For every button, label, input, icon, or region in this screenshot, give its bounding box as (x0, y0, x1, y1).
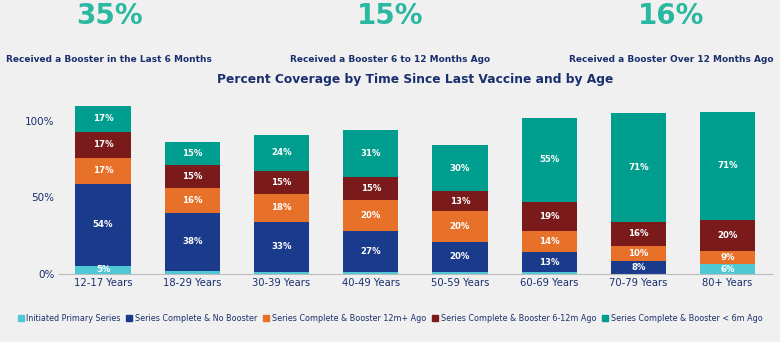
Bar (432, 241, 488, 272)
Text: 16%: 16% (637, 2, 704, 30)
Bar (165, 271, 220, 274)
Text: 71%: 71% (628, 163, 649, 172)
Text: 13%: 13% (450, 197, 470, 206)
Bar (432, 211, 488, 241)
Bar (611, 222, 666, 246)
Bar (611, 261, 666, 274)
Bar (522, 231, 577, 252)
Bar (254, 135, 309, 171)
Text: 5%: 5% (96, 265, 110, 274)
Text: 16%: 16% (182, 196, 203, 205)
Bar (254, 171, 309, 194)
Bar (76, 184, 131, 266)
Text: Received a Booster 6 to 12 Months Ago: Received a Booster 6 to 12 Months Ago (290, 55, 490, 64)
Text: 20%: 20% (718, 231, 738, 240)
Text: 31%: 31% (360, 149, 381, 158)
Text: 20%: 20% (450, 252, 470, 261)
Bar (343, 177, 399, 200)
Text: 30%: 30% (450, 164, 470, 173)
Text: 8%: 8% (631, 263, 646, 272)
Bar (432, 272, 488, 274)
Legend: Initiated Primary Series, Series Complete & No Booster, Series Complete & Booste: Initiated Primary Series, Series Complet… (17, 314, 763, 323)
Text: 54%: 54% (93, 220, 113, 229)
Text: 24%: 24% (271, 148, 292, 157)
Bar (76, 132, 131, 158)
Bar (343, 200, 399, 231)
Text: 15%: 15% (360, 184, 381, 193)
Bar (522, 272, 577, 274)
Bar (254, 194, 309, 222)
Text: Percent Coverage by Time Since Last Vaccine and by Age: Percent Coverage by Time Since Last Vacc… (217, 73, 614, 86)
Bar (165, 188, 220, 212)
Text: 38%: 38% (182, 237, 203, 246)
Bar (254, 272, 309, 274)
Text: 55%: 55% (539, 155, 559, 165)
Text: 15%: 15% (183, 149, 203, 158)
Text: 13%: 13% (539, 258, 559, 267)
Text: 14%: 14% (539, 237, 559, 246)
Text: 15%: 15% (271, 178, 292, 187)
Text: 33%: 33% (271, 242, 292, 251)
Bar (343, 231, 399, 272)
Bar (700, 220, 755, 251)
Text: 10%: 10% (628, 249, 648, 258)
Bar (700, 264, 755, 274)
Text: 17%: 17% (93, 114, 113, 123)
Bar (343, 130, 399, 177)
Text: 15%: 15% (356, 2, 424, 30)
Text: 71%: 71% (718, 161, 738, 170)
Text: 17%: 17% (93, 166, 113, 175)
Bar (76, 106, 131, 132)
Text: 20%: 20% (450, 222, 470, 231)
Text: 15%: 15% (183, 172, 203, 181)
Bar (76, 266, 131, 274)
Bar (700, 112, 755, 220)
Bar (432, 191, 488, 211)
Bar (611, 246, 666, 261)
Bar (165, 142, 220, 165)
Bar (165, 165, 220, 188)
Text: 6%: 6% (721, 264, 735, 274)
Text: 35%: 35% (76, 2, 143, 30)
Bar (522, 202, 577, 231)
Text: Received a Booster in the Last 6 Months: Received a Booster in the Last 6 Months (6, 55, 212, 64)
Text: 16%: 16% (628, 229, 649, 238)
Text: 9%: 9% (721, 253, 735, 262)
Bar (165, 212, 220, 271)
Bar (254, 222, 309, 272)
Bar (432, 145, 488, 191)
Text: 27%: 27% (360, 247, 381, 256)
Bar (700, 251, 755, 264)
Text: 20%: 20% (360, 211, 381, 220)
Text: 17%: 17% (93, 140, 113, 149)
Text: 18%: 18% (271, 203, 292, 212)
Text: 19%: 19% (539, 212, 559, 221)
Bar (611, 113, 666, 222)
Bar (76, 158, 131, 184)
Bar (522, 252, 577, 272)
Bar (343, 272, 399, 274)
Text: Received a Booster Over 12 Months Ago: Received a Booster Over 12 Months Ago (569, 55, 773, 64)
Bar (522, 118, 577, 202)
